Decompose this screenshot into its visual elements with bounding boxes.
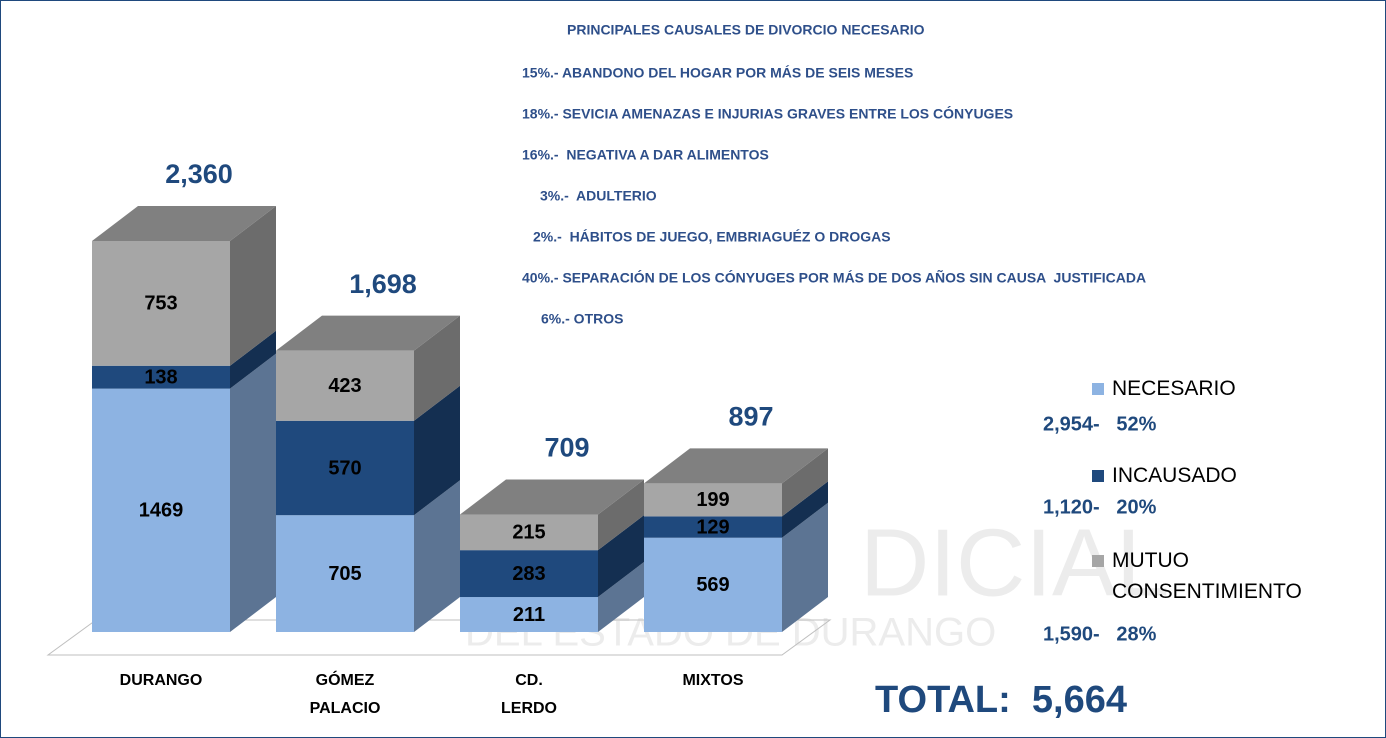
bar [92,365,230,389]
value-label: 570 [328,457,361,479]
bar-top [92,206,276,241]
bar [460,597,598,632]
note-line: 6%.- OTROS [541,311,623,327]
bar [460,550,598,598]
note-line: 15%.- ABANDONO DEL HOGAR POR MÁS DE SEIS… [522,65,913,81]
bar-side [230,330,276,389]
x-tick-label: MIXTOS [682,672,744,689]
bar-side [782,502,828,632]
watermark: DICIAL [860,509,1169,616]
total-label: 1,698 [349,269,417,299]
legend-swatch [1092,470,1104,482]
legend-note: 1,120- 20% [1043,496,1157,518]
bar-side [230,353,276,632]
x-tick-label: DURANGO [119,672,203,689]
x-tick-label: CD. LERDO [501,672,557,717]
total-label: 2,360 [165,159,233,189]
bar-side [598,479,644,551]
value-label: 1469 [139,500,184,522]
value-label: 129 [696,516,729,538]
bar [644,483,782,517]
value-label: 569 [696,574,729,596]
total-label: 709 [544,433,589,463]
legend-label: INCAUSADO [1112,464,1237,487]
bar [644,516,782,538]
bar-side [414,480,460,632]
note-line: 40%.- SEPARACIÓN DE LOS CÓNYUGES POR MÁS… [522,269,1146,286]
total-label: 897 [728,402,773,432]
value-label: 705 [328,563,361,585]
grand-total: TOTAL: 5,664 [875,679,1127,721]
bar-top [460,479,644,515]
bar-side [782,481,828,538]
value-label: 283 [512,563,545,585]
legend-swatch [1092,555,1104,567]
value-label: 215 [512,522,545,544]
bar-side [414,385,460,516]
bar [92,241,230,366]
bar [460,514,598,551]
bar-side [598,515,644,598]
bar-side [598,562,644,632]
bar-side [782,448,828,517]
bar [276,515,414,632]
bar-top [644,448,828,484]
floor [46,619,832,656]
note-line: 2%.- HÁBITOS DE JUEGO, EMBRIAGUÉZ O DROG… [533,229,891,245]
legend-swatch [1092,383,1104,395]
legend-note: 1,590- 28% [1043,623,1157,645]
note-line: 3%.- ADULTERIO [540,188,657,204]
legend-label: MUTUO CONSENTIMIENTO [1112,549,1302,603]
legend-note: 2,954- 52% [1043,413,1157,435]
value-label: 211 [513,604,545,626]
bar [92,388,230,632]
bar [276,420,414,516]
bar-top [276,315,460,351]
legend-label: NECESARIO [1112,377,1236,400]
value-label: 753 [144,293,177,315]
bar-side [414,315,460,421]
notes-title: PRINCIPALES CAUSALES DE DIVORCIO NECESAR… [567,22,925,38]
value-label: 138 [144,366,177,388]
bar [276,350,414,421]
note-line: 16%.- NEGATIVA A DAR ALIMENTOS [522,147,769,163]
note-line: 18%.- SEVICIA AMENAZAS E INJURIAS GRAVES… [522,105,1013,122]
value-label: 199 [696,489,729,511]
bar [644,537,782,632]
x-tick-label: GÓMEZ PALACIO [309,672,381,717]
bar-side [230,206,276,366]
value-label: 423 [328,375,361,397]
